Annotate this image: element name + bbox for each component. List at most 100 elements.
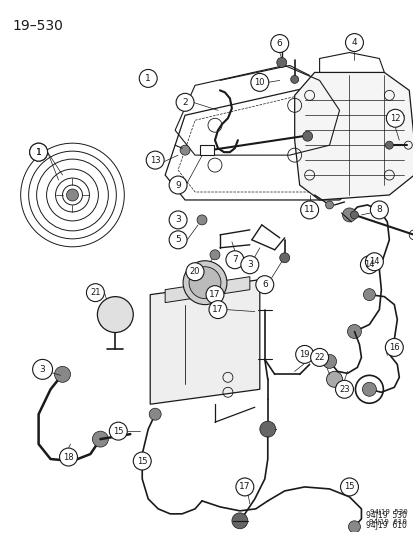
Text: 1: 1	[36, 148, 41, 157]
Text: 20: 20	[189, 267, 200, 276]
Text: 9: 9	[175, 181, 180, 190]
Circle shape	[59, 448, 77, 466]
Circle shape	[348, 521, 360, 533]
Circle shape	[295, 345, 313, 364]
Circle shape	[66, 189, 78, 201]
Circle shape	[189, 266, 221, 298]
Text: 18: 18	[63, 453, 74, 462]
Circle shape	[365, 253, 382, 271]
Circle shape	[55, 366, 70, 382]
Text: 17: 17	[212, 305, 223, 314]
Circle shape	[133, 452, 151, 470]
Circle shape	[310, 349, 328, 366]
Circle shape	[259, 421, 275, 437]
Polygon shape	[294, 72, 413, 200]
Circle shape	[209, 250, 219, 260]
Circle shape	[149, 408, 161, 420]
Text: 3: 3	[247, 260, 252, 269]
Circle shape	[335, 381, 353, 398]
Circle shape	[206, 286, 223, 304]
Circle shape	[235, 478, 253, 496]
Circle shape	[363, 289, 375, 301]
Circle shape	[33, 359, 52, 379]
Text: 11: 11	[303, 205, 315, 214]
Circle shape	[302, 131, 312, 141]
Circle shape	[370, 201, 387, 219]
Circle shape	[279, 253, 289, 263]
Text: 17: 17	[209, 290, 220, 299]
Circle shape	[169, 176, 187, 194]
Text: 94J19  610: 94J19 610	[368, 519, 406, 525]
Text: 94J19  610: 94J19 610	[366, 521, 406, 530]
Text: 16: 16	[388, 343, 399, 352]
Circle shape	[255, 276, 273, 294]
Circle shape	[360, 256, 377, 274]
Text: 12: 12	[389, 114, 400, 123]
Text: 14: 14	[363, 260, 374, 269]
Bar	[199, 145, 214, 155]
Text: 10: 10	[254, 78, 264, 87]
Circle shape	[209, 301, 226, 319]
Circle shape	[197, 215, 206, 225]
Text: 21: 21	[90, 288, 100, 297]
Polygon shape	[165, 277, 249, 303]
Text: 1: 1	[145, 74, 151, 83]
Circle shape	[385, 338, 402, 357]
Circle shape	[326, 372, 342, 387]
Text: 1: 1	[36, 148, 41, 157]
Polygon shape	[150, 280, 259, 404]
Circle shape	[176, 93, 194, 111]
Circle shape	[345, 34, 363, 52]
Text: 6: 6	[276, 39, 282, 48]
Circle shape	[290, 76, 298, 83]
Text: 94J19  530: 94J19 530	[369, 509, 406, 515]
Text: 15: 15	[137, 457, 147, 465]
Circle shape	[276, 58, 286, 68]
Circle shape	[97, 297, 133, 333]
Circle shape	[270, 35, 288, 53]
Circle shape	[169, 211, 187, 229]
Text: 2: 2	[182, 98, 188, 107]
Text: 17: 17	[239, 482, 250, 491]
Circle shape	[361, 382, 375, 396]
Text: 8: 8	[375, 205, 381, 214]
Circle shape	[185, 263, 204, 281]
Circle shape	[300, 201, 318, 219]
Circle shape	[146, 151, 164, 169]
Text: 23: 23	[338, 385, 349, 394]
Text: 5: 5	[175, 236, 180, 244]
Text: 19: 19	[299, 350, 309, 359]
Text: 15: 15	[113, 426, 123, 435]
Circle shape	[250, 74, 268, 91]
Circle shape	[183, 261, 226, 304]
Circle shape	[385, 141, 392, 149]
Circle shape	[385, 109, 404, 127]
Text: 14: 14	[368, 257, 379, 266]
Circle shape	[325, 201, 333, 209]
Circle shape	[350, 211, 358, 219]
Circle shape	[342, 208, 356, 222]
Circle shape	[109, 422, 127, 440]
Circle shape	[86, 284, 104, 302]
Text: 6: 6	[261, 280, 267, 289]
Circle shape	[30, 143, 47, 161]
Text: 15: 15	[343, 482, 354, 491]
Text: 13: 13	[150, 156, 160, 165]
Circle shape	[225, 251, 243, 269]
Circle shape	[139, 69, 157, 87]
Text: 19–530: 19–530	[13, 19, 64, 33]
Circle shape	[231, 513, 247, 529]
Text: 3: 3	[40, 365, 45, 374]
Circle shape	[180, 145, 190, 155]
Text: 7: 7	[231, 255, 237, 264]
Circle shape	[322, 354, 336, 368]
Circle shape	[340, 478, 358, 496]
Circle shape	[240, 256, 258, 274]
Text: 22: 22	[313, 353, 324, 362]
Text: 94J19  530: 94J19 530	[366, 511, 406, 520]
Circle shape	[347, 325, 361, 338]
Circle shape	[169, 231, 187, 249]
Circle shape	[30, 143, 47, 161]
Circle shape	[92, 431, 108, 447]
Text: 4: 4	[351, 38, 356, 47]
